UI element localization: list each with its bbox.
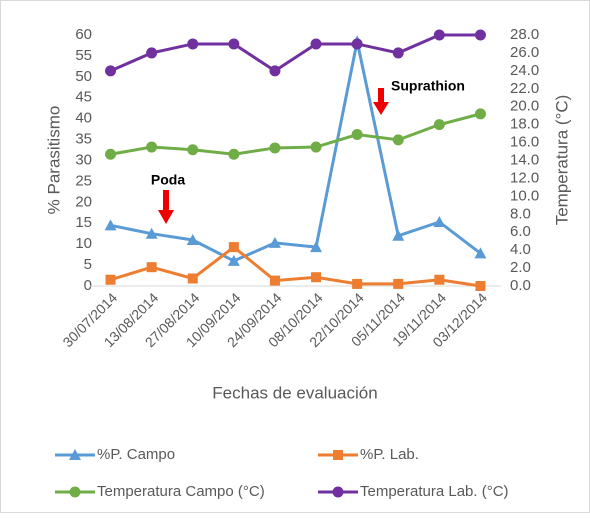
- y2-tick-label: 8.0: [510, 205, 531, 222]
- legend-label: Temperatura Campo (°C): [97, 483, 265, 500]
- y2-tick-label: 26.0: [510, 44, 539, 61]
- data-point: [146, 141, 158, 153]
- y-tick-label: 45: [75, 89, 92, 106]
- annotation: Poda: [151, 172, 185, 188]
- series-line: [110, 40, 482, 263]
- data-point: [433, 119, 445, 131]
- legend-label: %P. Campo: [97, 446, 175, 463]
- y2-tick-label: 14.0: [510, 151, 539, 168]
- y2-tick-label: 4.0: [510, 241, 531, 258]
- y2-tick-label: 2.0: [510, 259, 531, 276]
- y2-tick-label: 18.0: [510, 116, 539, 133]
- y2-tick-label: 16.0: [510, 134, 539, 151]
- y-tick-label: 0: [84, 277, 92, 294]
- data-point: [105, 274, 116, 285]
- data-point: [187, 273, 198, 284]
- arrow: [158, 190, 174, 224]
- data-point: [351, 38, 363, 50]
- data-point: [434, 274, 445, 285]
- data-point: [269, 275, 280, 286]
- arrow: [373, 88, 389, 115]
- y2-tick-label: 12.0: [510, 169, 539, 186]
- legend-label: %P. Lab.: [360, 446, 419, 463]
- legend-marker: [333, 450, 343, 460]
- series-line: [110, 112, 481, 156]
- data-point: [392, 47, 404, 59]
- y2-tick-label: 10.0: [510, 187, 539, 204]
- data-point: [146, 47, 158, 59]
- data-point: [474, 247, 487, 259]
- x-axis-label: Fechas de evaluación: [212, 383, 377, 402]
- data-point: [393, 278, 404, 289]
- data-point: [474, 29, 486, 41]
- data-point: [105, 65, 117, 77]
- y-tick-label: 10: [75, 235, 92, 252]
- y-tick-label: 50: [75, 68, 92, 85]
- data-point: [392, 229, 405, 241]
- data-point: [187, 38, 199, 50]
- y-tick-label: 55: [75, 47, 92, 64]
- y-tick-label: 60: [75, 26, 92, 43]
- y-tick-label: 5: [84, 256, 92, 273]
- series-line: [109, 33, 481, 73]
- y2-tick-label: 28.0: [510, 26, 539, 43]
- legend-marker: [69, 486, 81, 498]
- y-tick-label: 35: [75, 131, 92, 148]
- data-point: [269, 142, 281, 154]
- y-tick-label: 40: [75, 110, 92, 127]
- data-point: [433, 215, 446, 227]
- data-point: [186, 233, 199, 245]
- y-tick-label: 30: [75, 151, 92, 168]
- data-point: [228, 38, 240, 50]
- data-point: [310, 38, 322, 50]
- data-point: [228, 242, 239, 253]
- data-point: [146, 262, 157, 273]
- y-axis-label: % Parasitismo: [44, 106, 63, 215]
- data-point: [187, 144, 199, 156]
- y2-tick-label: 24.0: [510, 62, 539, 79]
- data-point: [352, 278, 363, 289]
- data-point: [228, 148, 240, 160]
- data-point: [392, 134, 404, 146]
- data-point: [105, 148, 117, 160]
- data-point: [475, 281, 486, 291]
- y-tick-label: 15: [75, 214, 92, 231]
- data-point: [474, 108, 486, 120]
- data-point: [104, 219, 117, 231]
- y2-tick-label: 0.0: [510, 277, 531, 294]
- series-line: [110, 245, 481, 288]
- data-point: [310, 141, 322, 153]
- y2-axis-label: Temperatura (°C): [552, 95, 571, 226]
- data-point: [227, 254, 240, 266]
- y-tick-label: 25: [75, 172, 92, 189]
- data-point: [145, 227, 158, 239]
- y2-tick-label: 20.0: [510, 98, 539, 115]
- y-tick-label: 20: [75, 193, 92, 210]
- y2-tick-label: 22.0: [510, 80, 539, 97]
- annotation: Suprathion: [391, 78, 465, 94]
- data-point: [268, 236, 281, 248]
- data-point: [310, 241, 323, 253]
- legend-marker: [332, 486, 344, 498]
- data-point: [351, 129, 363, 141]
- data-point: [269, 65, 281, 77]
- legend-label: Temperatura Lab. (°C): [360, 483, 509, 500]
- y2-tick-label: 6.0: [510, 223, 531, 240]
- data-point: [311, 272, 322, 283]
- data-point: [433, 29, 445, 41]
- legend-marker: [69, 449, 81, 460]
